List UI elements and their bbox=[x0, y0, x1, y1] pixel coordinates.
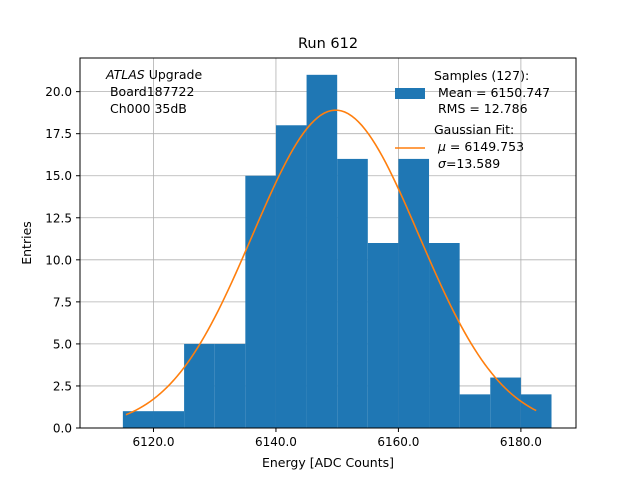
legend-mu-symbol: μ bbox=[437, 139, 446, 154]
y-tick-label: 20.0 bbox=[45, 85, 72, 99]
y-tick-label: 0.0 bbox=[53, 422, 72, 436]
legend-sigma-value: =13.589 bbox=[446, 156, 500, 171]
histogram-bar bbox=[490, 377, 521, 428]
y-tick-label: 17.5 bbox=[45, 127, 72, 141]
histogram-bar bbox=[306, 74, 338, 429]
y-tick-label: 7.5 bbox=[53, 295, 72, 309]
legend-sigma-symbol: σ bbox=[438, 156, 447, 171]
histogram-bar bbox=[153, 411, 185, 428]
x-axis-ticks: 6120.0 6140.0 6160.0 6180.0 bbox=[132, 428, 542, 449]
histogram-bar bbox=[245, 175, 276, 428]
x-tick-label: 6140.0 bbox=[255, 435, 297, 449]
histogram-bar bbox=[367, 243, 399, 428]
x-axis-label: Energy [ADC Counts] bbox=[262, 455, 394, 470]
histogram-bars bbox=[122, 74, 552, 429]
y-tick-label: 15.0 bbox=[45, 169, 72, 183]
y-tick-label: 10.0 bbox=[45, 253, 72, 267]
legend-mu-value: = 6149.753 bbox=[446, 139, 524, 154]
upgrade-label: Upgrade bbox=[145, 67, 203, 82]
svg-text:μ = 6149.753: μ = 6149.753 bbox=[437, 139, 524, 154]
y-tick-label: 12.5 bbox=[45, 211, 72, 225]
svg-text:ATLAS Upgrade: ATLAS Upgrade bbox=[105, 67, 202, 82]
x-tick-label: 6120.0 bbox=[132, 435, 174, 449]
histogram-bar bbox=[459, 394, 491, 428]
gaussian-fit-line bbox=[125, 109, 537, 416]
legend-hist-mean: Mean = 6150.747 bbox=[434, 85, 550, 100]
plot-frame bbox=[79, 57, 577, 429]
histogram-bar bbox=[214, 343, 246, 428]
histogram-bar bbox=[337, 158, 368, 428]
x-tick-label: 6180.0 bbox=[500, 435, 542, 449]
svg-text:σ=13.589: σ=13.589 bbox=[438, 156, 500, 171]
histogram-bar bbox=[184, 343, 215, 428]
atlas-label: ATLAS bbox=[105, 67, 145, 82]
histogram-bar bbox=[429, 243, 460, 428]
legend-hist-title: Samples (127): bbox=[434, 68, 529, 83]
y-tick-label: 2.5 bbox=[53, 379, 72, 393]
x-tick-label: 6160.0 bbox=[377, 435, 419, 449]
histogram-bar bbox=[398, 158, 430, 428]
histogram-bar bbox=[275, 125, 307, 428]
gaussian-fit bbox=[125, 109, 537, 416]
y-axis-ticks: 0.0 2.5 5.0 7.5 10.0 12.5 15.0 17.5 20.0 bbox=[45, 85, 80, 436]
legend-fit-title: Gaussian Fit: bbox=[434, 122, 514, 137]
chart-title: Run 612 bbox=[298, 36, 358, 52]
legend-hist-rms: RMS = 12.786 bbox=[434, 101, 528, 116]
board-label: Board187722 bbox=[106, 84, 194, 99]
y-tick-label: 5.0 bbox=[53, 337, 72, 351]
legend: Samples (127): Mean = 6150.747 RMS = 12.… bbox=[395, 68, 550, 171]
histogram-bar bbox=[122, 411, 154, 428]
channel-label: Ch000 35dB bbox=[106, 101, 187, 116]
histogram-bar bbox=[520, 394, 552, 428]
y-axis-label: Entries bbox=[19, 221, 34, 265]
legend-hist-swatch bbox=[395, 88, 425, 99]
atlas-annotation: ATLAS Upgrade Board187722 Ch000 35dB bbox=[105, 67, 202, 116]
